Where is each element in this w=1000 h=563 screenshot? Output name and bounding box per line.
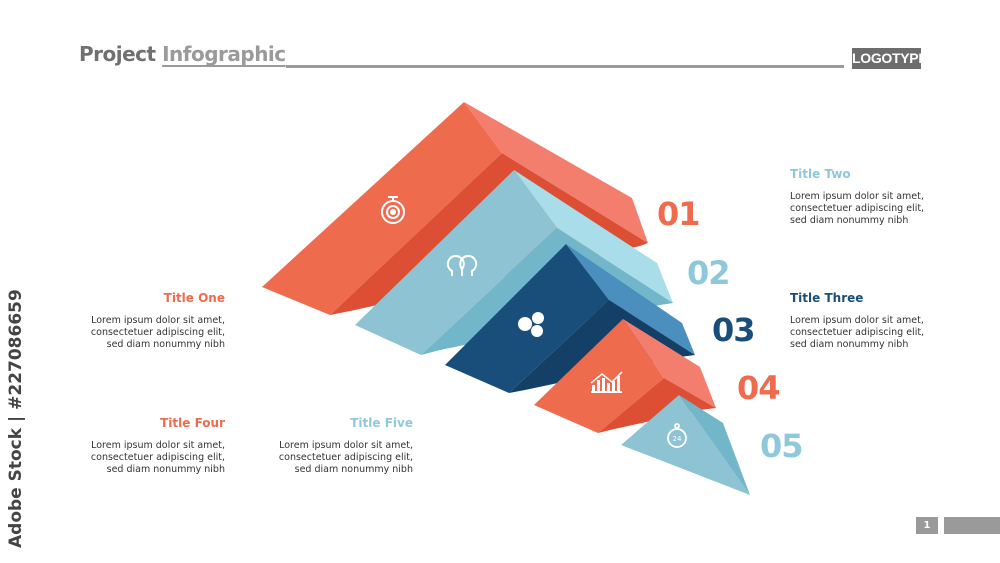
text-block-four: Title Four Lorem ipsum dolor sit amet, co… — [60, 416, 225, 476]
body-line: Lorem ipsum dolor sit amet, — [790, 191, 924, 202]
step-number-02: 02 — [687, 254, 731, 292]
body-line: sed diam nonummy nibh — [790, 339, 909, 350]
watermark-id: Adobe Stock | #227086659 — [6, 289, 26, 548]
speech-bubbles-icon — [518, 312, 544, 337]
24h-clock-icon: 24 — [667, 423, 687, 448]
body-line: consectetuer adipiscing elit, — [790, 203, 925, 214]
body-line: Lorem ipsum dolor sit amet, — [279, 440, 413, 451]
stopwatch-gear-icon — [381, 196, 405, 224]
body-line: consectetuer adipiscing elit, — [90, 452, 225, 463]
page-number: 1 — [916, 517, 938, 534]
svg-text:24: 24 — [673, 435, 682, 443]
block-body: Lorem ipsum dolor sit amet, consectetuer … — [790, 315, 970, 351]
title-part2: Infographic — [162, 42, 286, 66]
body-line: sed diam nonummy nibh — [294, 464, 413, 475]
body-line: Lorem ipsum dolor sit amet, — [91, 440, 225, 451]
body-line: sed diam nonummy nibh — [106, 464, 225, 475]
header-divider — [286, 65, 844, 68]
step-number-04: 04 — [737, 369, 781, 407]
body-line: consectetuer adipiscing elit, — [90, 327, 225, 338]
text-block-one: Title One Lorem ipsum dolor sit amet, con… — [60, 291, 225, 351]
body-line: sed diam nonummy nibh — [106, 339, 225, 350]
title-part1: Project — [79, 42, 156, 66]
block-body: Lorem ipsum dolor sit amet, consectetuer … — [60, 315, 225, 351]
block-title: Title One — [163, 291, 225, 305]
two-heads-icon — [446, 254, 478, 276]
step-number-01: 01 — [657, 195, 701, 233]
block-title: Title Three — [790, 291, 864, 305]
block-body: Lorem ipsum dolor sit amet, consectetuer … — [60, 440, 225, 476]
text-block-two: Title Two Lorem ipsum dolor sit amet, con… — [790, 167, 970, 227]
footer-bar — [944, 517, 1000, 534]
block-title: Title Five — [350, 416, 413, 430]
body-line: Lorem ipsum dolor sit amet, — [790, 315, 924, 326]
prism-05 — [621, 395, 750, 495]
block-title: Title Four — [160, 416, 225, 430]
body-line: sed diam nonummy nibh — [790, 215, 909, 226]
text-block-three: Title Three Lorem ipsum dolor sit amet, c… — [790, 291, 970, 351]
body-line: consectetuer adipiscing elit, — [278, 452, 413, 463]
body-line: consectetuer adipiscing elit, — [790, 327, 925, 338]
body-line: Lorem ipsum dolor sit amet, — [91, 315, 225, 326]
page-title: Project Infographic — [79, 42, 286, 66]
step-number-03: 03 — [712, 311, 756, 349]
text-block-five: Title Five Lorem ipsum dolor sit amet, co… — [248, 416, 413, 476]
block-body: Lorem ipsum dolor sit amet, consectetuer … — [248, 440, 413, 476]
step-number-05: 05 — [760, 427, 804, 465]
block-body: Lorem ipsum dolor sit amet, consectetuer … — [790, 191, 970, 227]
bar-chart-icon — [590, 371, 623, 393]
logo: LOGOTYPE — [852, 48, 928, 69]
block-title: Title Two — [790, 167, 851, 181]
